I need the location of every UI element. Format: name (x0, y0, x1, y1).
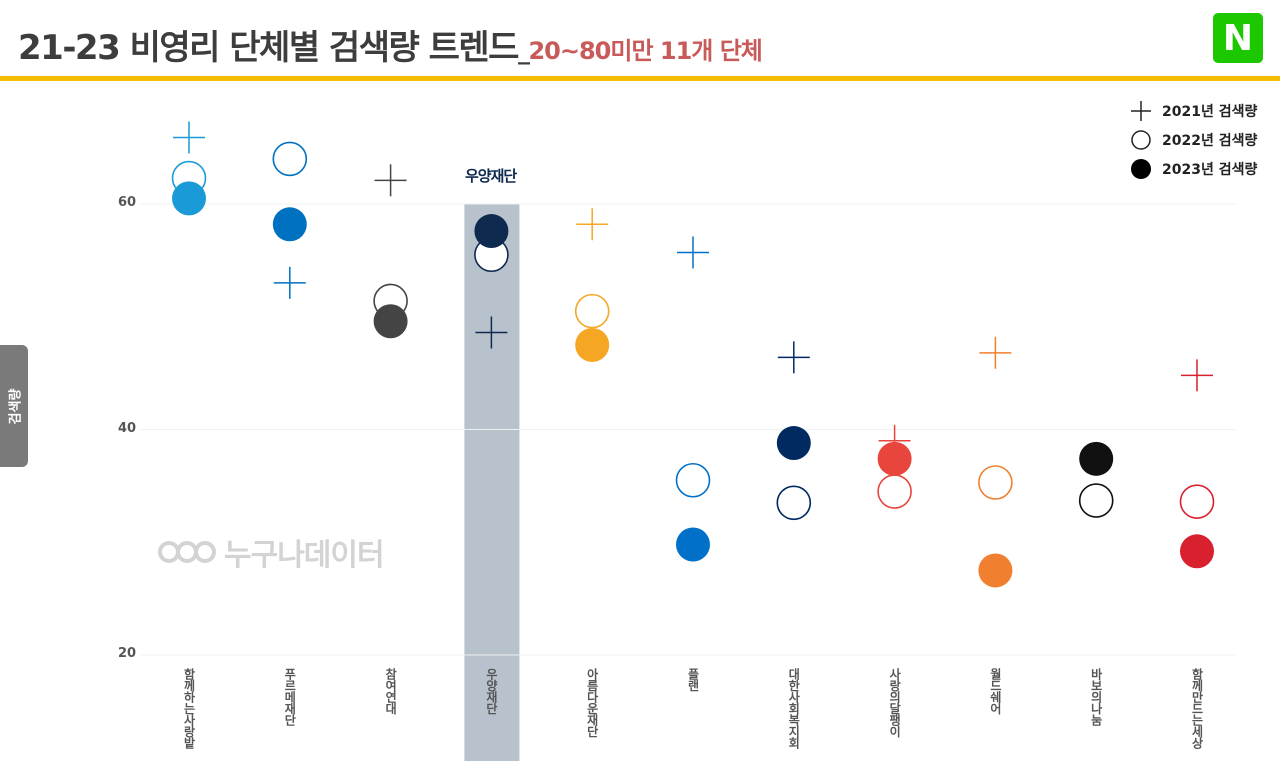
cross-marker-icon (374, 164, 407, 197)
cross-marker-icon (677, 236, 709, 269)
legend-item-2022: 2022년 검색량 (1130, 125, 1280, 154)
open-circle-marker-icon (776, 485, 812, 521)
filled-circle-marker-icon (272, 207, 307, 242)
x-tick-label: 우양재단 (484, 668, 499, 714)
watermark: 누구나데이터 (158, 530, 385, 574)
y-axis-label: 검색량 (0, 345, 28, 467)
y-tick-label: 20 (118, 646, 137, 661)
open-circle-marker-icon (1179, 484, 1215, 519)
x-tick-label: 아름다운재단 (585, 668, 600, 737)
cross-marker-icon (576, 208, 609, 241)
category-group (877, 424, 912, 509)
cross-marker-icon (273, 266, 306, 299)
x-tick-label: 대한사회복지회 (786, 668, 801, 749)
title-subtitle: 20~80미만 11개 단체 (528, 37, 762, 65)
filled-circle-marker-icon (172, 181, 206, 216)
x-tick-label: 함께하는사랑밭 (182, 668, 196, 749)
y-tick-label: 40 (118, 420, 137, 436)
x-tick-label: 플랜 (686, 668, 700, 691)
filled-circle-marker-icon (1130, 158, 1152, 180)
filled-circle-marker-icon (575, 327, 610, 362)
legend-item-2021: 2021년 검색량 (1130, 96, 1280, 125)
cross-marker-icon (1130, 100, 1152, 122)
filled-circle-marker-icon (776, 426, 811, 461)
open-circle-marker-icon (877, 474, 912, 509)
filled-circle-marker-icon (1079, 441, 1114, 476)
legend-label: 2022년 검색량 (1162, 132, 1258, 149)
legend-label: 2023년 검색량 (1162, 161, 1258, 178)
cross-marker-icon (777, 341, 810, 374)
x-tick-label: 참여연대 (383, 668, 398, 714)
category-group (272, 141, 308, 299)
filled-circle-marker-icon (1180, 534, 1214, 569)
filled-circle-marker-icon (877, 441, 912, 476)
title-separator: _ (517, 37, 530, 65)
filled-circle-marker-icon (978, 553, 1013, 588)
category-group (978, 336, 1013, 588)
x-tick-label: 사랑의달팽이 (887, 668, 902, 737)
chart-legend: 2021년 검색량 2022년 검색량 2023년 검색량 (1130, 96, 1280, 183)
category-group (1078, 441, 1114, 518)
cross-marker-icon (475, 316, 508, 349)
highlight-logo: 우양재단 (465, 167, 517, 185)
category-group (574, 208, 610, 362)
category-group (171, 121, 207, 216)
page-title: 21-23 비영리 단체별 검색량 트렌드_20~80미만 11개 단체 (18, 20, 763, 69)
open-circle-marker-icon (272, 141, 308, 177)
smiley-faces-icon (158, 541, 216, 563)
legend-label: 2021년 검색량 (1162, 103, 1258, 120)
cross-marker-icon (1181, 359, 1213, 392)
filled-circle-marker-icon (676, 527, 710, 562)
x-tick-label: 푸르메재단 (282, 668, 297, 726)
category-group (776, 341, 812, 521)
highlight-band (464, 204, 520, 761)
open-circle-marker-icon (1130, 129, 1152, 151)
category-group (675, 236, 711, 562)
naver-logo-icon: N (1213, 13, 1263, 63)
x-tick-label: 바보의나눔 (1089, 668, 1104, 726)
category-group (1179, 359, 1215, 569)
cross-marker-icon (979, 336, 1012, 369)
x-tick-label: 월드쉐어 (988, 668, 1003, 714)
filled-circle-marker-icon (474, 214, 509, 249)
open-circle-marker-icon (978, 465, 1013, 500)
open-circle-marker-icon (574, 293, 610, 329)
cross-marker-icon (173, 121, 205, 154)
watermark-text: 누구나데이터 (224, 538, 385, 573)
title-main: 21-23 비영리 단체별 검색량 트렌드 (18, 28, 519, 68)
x-tick-label: 함께만드는세상 (1190, 668, 1204, 749)
legend-item-2023: 2023년 검색량 (1130, 154, 1280, 183)
y-tick-label: 60 (118, 195, 137, 210)
open-circle-marker-icon (675, 462, 711, 498)
open-circle-marker-icon (1078, 483, 1114, 518)
category-group (373, 164, 408, 339)
header-divider (0, 76, 1280, 81)
filled-circle-marker-icon (373, 304, 408, 339)
header: 21-23 비영리 단체별 검색량 트렌드_20~80미만 11개 단체 N (0, 0, 1280, 81)
category-group (474, 214, 509, 349)
